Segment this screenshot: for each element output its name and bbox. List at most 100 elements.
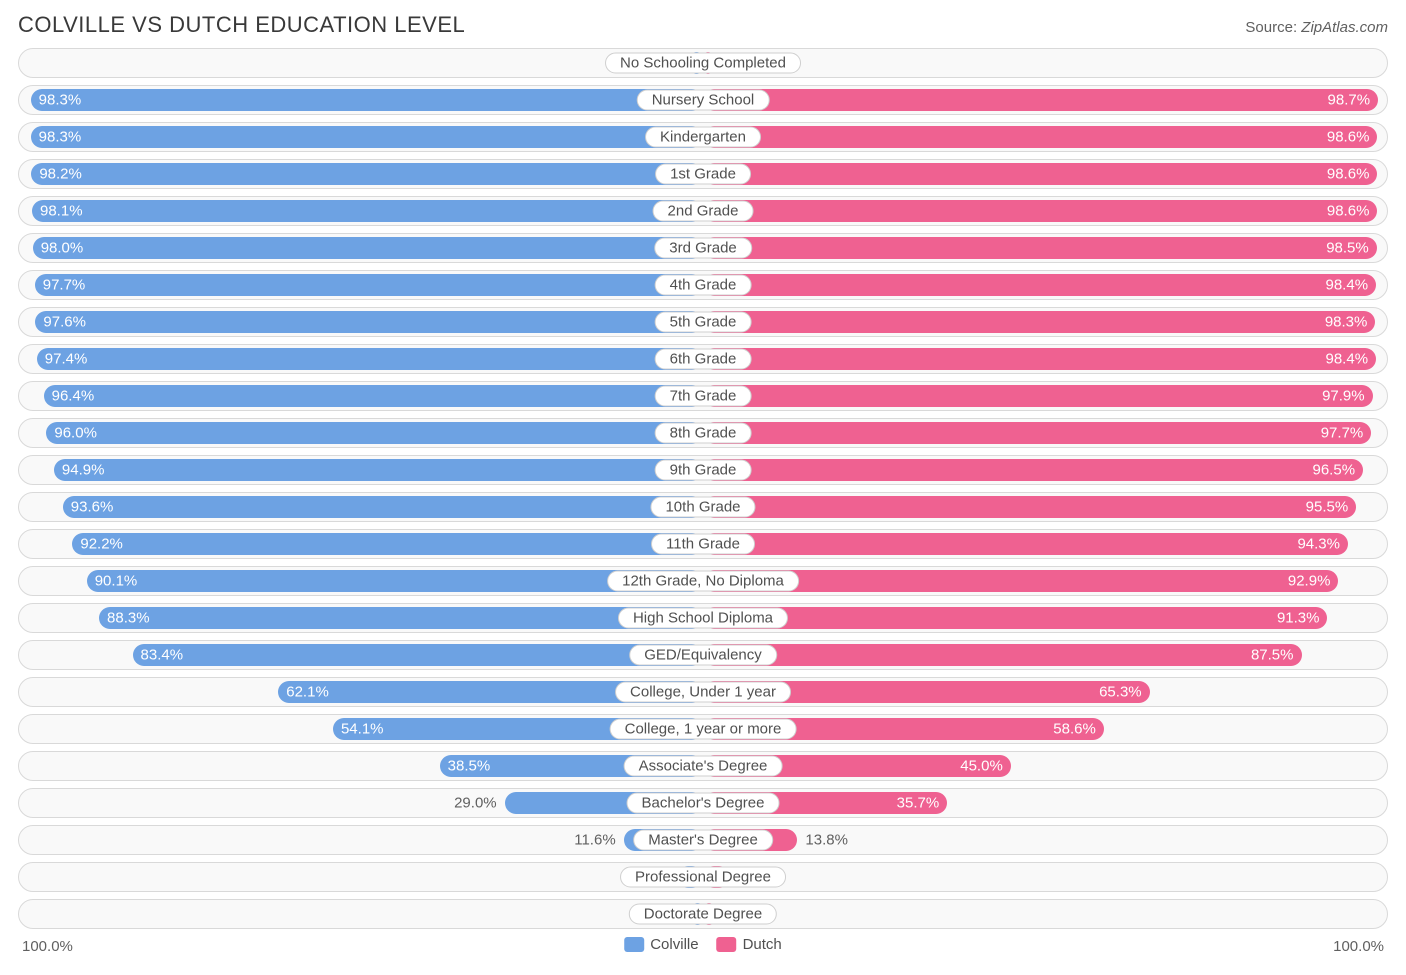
pct-left: 94.9% <box>62 462 105 479</box>
pct-right: 98.6% <box>1327 166 1370 183</box>
category-label: College, Under 1 year <box>615 682 791 703</box>
bar-left <box>72 533 703 555</box>
category-label: 2nd Grade <box>653 201 754 222</box>
pct-right: 13.8% <box>805 832 848 849</box>
chart-row: 93.6%95.5%10th Grade <box>18 492 1388 522</box>
chart-title: COLVILLE VS DUTCH EDUCATION LEVEL <box>18 12 465 38</box>
category-label: Kindergarten <box>645 127 761 148</box>
bar-left <box>46 422 703 444</box>
pct-right: 98.3% <box>1325 314 1368 331</box>
bar-right <box>703 237 1377 259</box>
chart-header: COLVILLE VS DUTCH EDUCATION LEVEL Source… <box>12 12 1394 46</box>
bar-left <box>133 644 703 666</box>
bar-left <box>37 348 703 370</box>
category-label: 10th Grade <box>650 497 755 518</box>
pct-right: 65.3% <box>1099 684 1142 701</box>
chart-row: 96.0%97.7%8th Grade <box>18 418 1388 448</box>
chart-footer: 100.0% Colville Dutch 100.0% <box>12 936 1394 962</box>
chart-rows: 1.9%1.4%No Schooling Completed 98.3%98.7%… <box>12 46 1394 929</box>
bar-left <box>54 459 703 481</box>
bar-left <box>44 385 703 407</box>
bar-left <box>99 607 703 629</box>
category-label: 7th Grade <box>655 386 752 407</box>
pct-right: 98.5% <box>1326 240 1369 257</box>
pct-right: 94.3% <box>1297 536 1340 553</box>
chart-row: 96.4%97.9%7th Grade <box>18 381 1388 411</box>
bar-left <box>35 274 703 296</box>
category-label: Bachelor's Degree <box>627 793 780 814</box>
pct-left: 90.1% <box>95 573 138 590</box>
pct-right: 98.4% <box>1326 351 1369 368</box>
pct-left: 97.7% <box>43 277 86 294</box>
pct-left: 38.5% <box>448 758 491 775</box>
pct-right: 91.3% <box>1277 610 1320 627</box>
category-label: Master's Degree <box>633 830 773 851</box>
bar-right <box>703 385 1373 407</box>
pct-left: 97.6% <box>43 314 86 331</box>
bar-right <box>703 422 1371 444</box>
chart-row: 29.0%35.7%Bachelor's Degree <box>18 788 1388 818</box>
legend: Colville Dutch <box>624 936 782 953</box>
chart-row: 98.2%98.6%1st Grade <box>18 159 1388 189</box>
pct-right: 97.7% <box>1321 425 1364 442</box>
chart-row: 97.4%98.4%6th Grade <box>18 344 1388 374</box>
chart-row: 98.0%98.5%3rd Grade <box>18 233 1388 263</box>
pct-left: 98.0% <box>41 240 84 257</box>
chart-source: Source: ZipAtlas.com <box>1245 19 1388 36</box>
bar-left <box>35 311 703 333</box>
category-label: High School Diploma <box>618 608 788 629</box>
chart-row: 3.8%4.0%Professional Degree <box>18 862 1388 892</box>
pct-left: 98.2% <box>39 166 82 183</box>
legend-swatch-left <box>624 937 644 952</box>
bar-left <box>31 126 703 148</box>
legend-label-right: Dutch <box>743 936 782 953</box>
chart-row: 98.3%98.7%Nursery School <box>18 85 1388 115</box>
category-label: 4th Grade <box>655 275 752 296</box>
bar-right <box>703 163 1377 185</box>
legend-label-left: Colville <box>650 936 698 953</box>
bar-left <box>31 89 703 111</box>
bar-right <box>703 644 1302 666</box>
chart-row: 1.6%1.8%Doctorate Degree <box>18 899 1388 929</box>
bar-right <box>703 459 1363 481</box>
pct-left: 97.4% <box>45 351 88 368</box>
category-label: 11th Grade <box>651 534 755 555</box>
category-label: No Schooling Completed <box>605 53 801 74</box>
chart-row: 92.2%94.3%11th Grade <box>18 529 1388 559</box>
category-label: 12th Grade, No Diploma <box>607 571 799 592</box>
source-label: Source: <box>1245 19 1297 36</box>
chart-row: 98.1%98.6%2nd Grade <box>18 196 1388 226</box>
pct-left: 98.3% <box>39 92 82 109</box>
pct-left: 88.3% <box>107 610 150 627</box>
chart-row: 98.3%98.6%Kindergarten <box>18 122 1388 152</box>
chart-row: 62.1%65.3%College, Under 1 year <box>18 677 1388 707</box>
pct-left: 98.1% <box>40 203 83 220</box>
chart-row: 1.9%1.4%No Schooling Completed <box>18 48 1388 78</box>
chart-row: 97.7%98.4%4th Grade <box>18 270 1388 300</box>
chart-row: 94.9%96.5%9th Grade <box>18 455 1388 485</box>
bar-left <box>33 237 703 259</box>
category-label: GED/Equivalency <box>629 645 777 666</box>
category-label: 9th Grade <box>655 460 752 481</box>
category-label: Nursery School <box>637 90 770 111</box>
bar-right <box>703 274 1376 296</box>
pct-right: 87.5% <box>1251 647 1294 664</box>
chart-row: 88.3% 91.3% High School Diploma <box>18 603 1388 633</box>
chart-row: 83.4% 87.5% GED/Equivalency <box>18 640 1388 670</box>
chart-row: 90.1%92.9%12th Grade, No Diploma <box>18 566 1388 596</box>
bar-right <box>703 496 1356 518</box>
pct-left: 98.3% <box>39 129 82 146</box>
pct-left: 83.4% <box>141 647 184 664</box>
pct-right: 45.0% <box>960 758 1003 775</box>
chart-row: 11.6%13.8%Master's Degree <box>18 825 1388 855</box>
bar-left <box>63 496 703 518</box>
source-value: ZipAtlas.com <box>1301 19 1388 36</box>
axis-right-max: 100.0% <box>1333 938 1384 955</box>
category-label: 8th Grade <box>655 423 752 444</box>
chart-row: 54.1%58.6%College, 1 year or more <box>18 714 1388 744</box>
pct-right: 95.5% <box>1306 499 1349 516</box>
bar-right <box>703 126 1377 148</box>
category-label: 5th Grade <box>655 312 752 333</box>
category-label: Associate's Degree <box>624 756 783 777</box>
category-label: Doctorate Degree <box>629 904 777 925</box>
